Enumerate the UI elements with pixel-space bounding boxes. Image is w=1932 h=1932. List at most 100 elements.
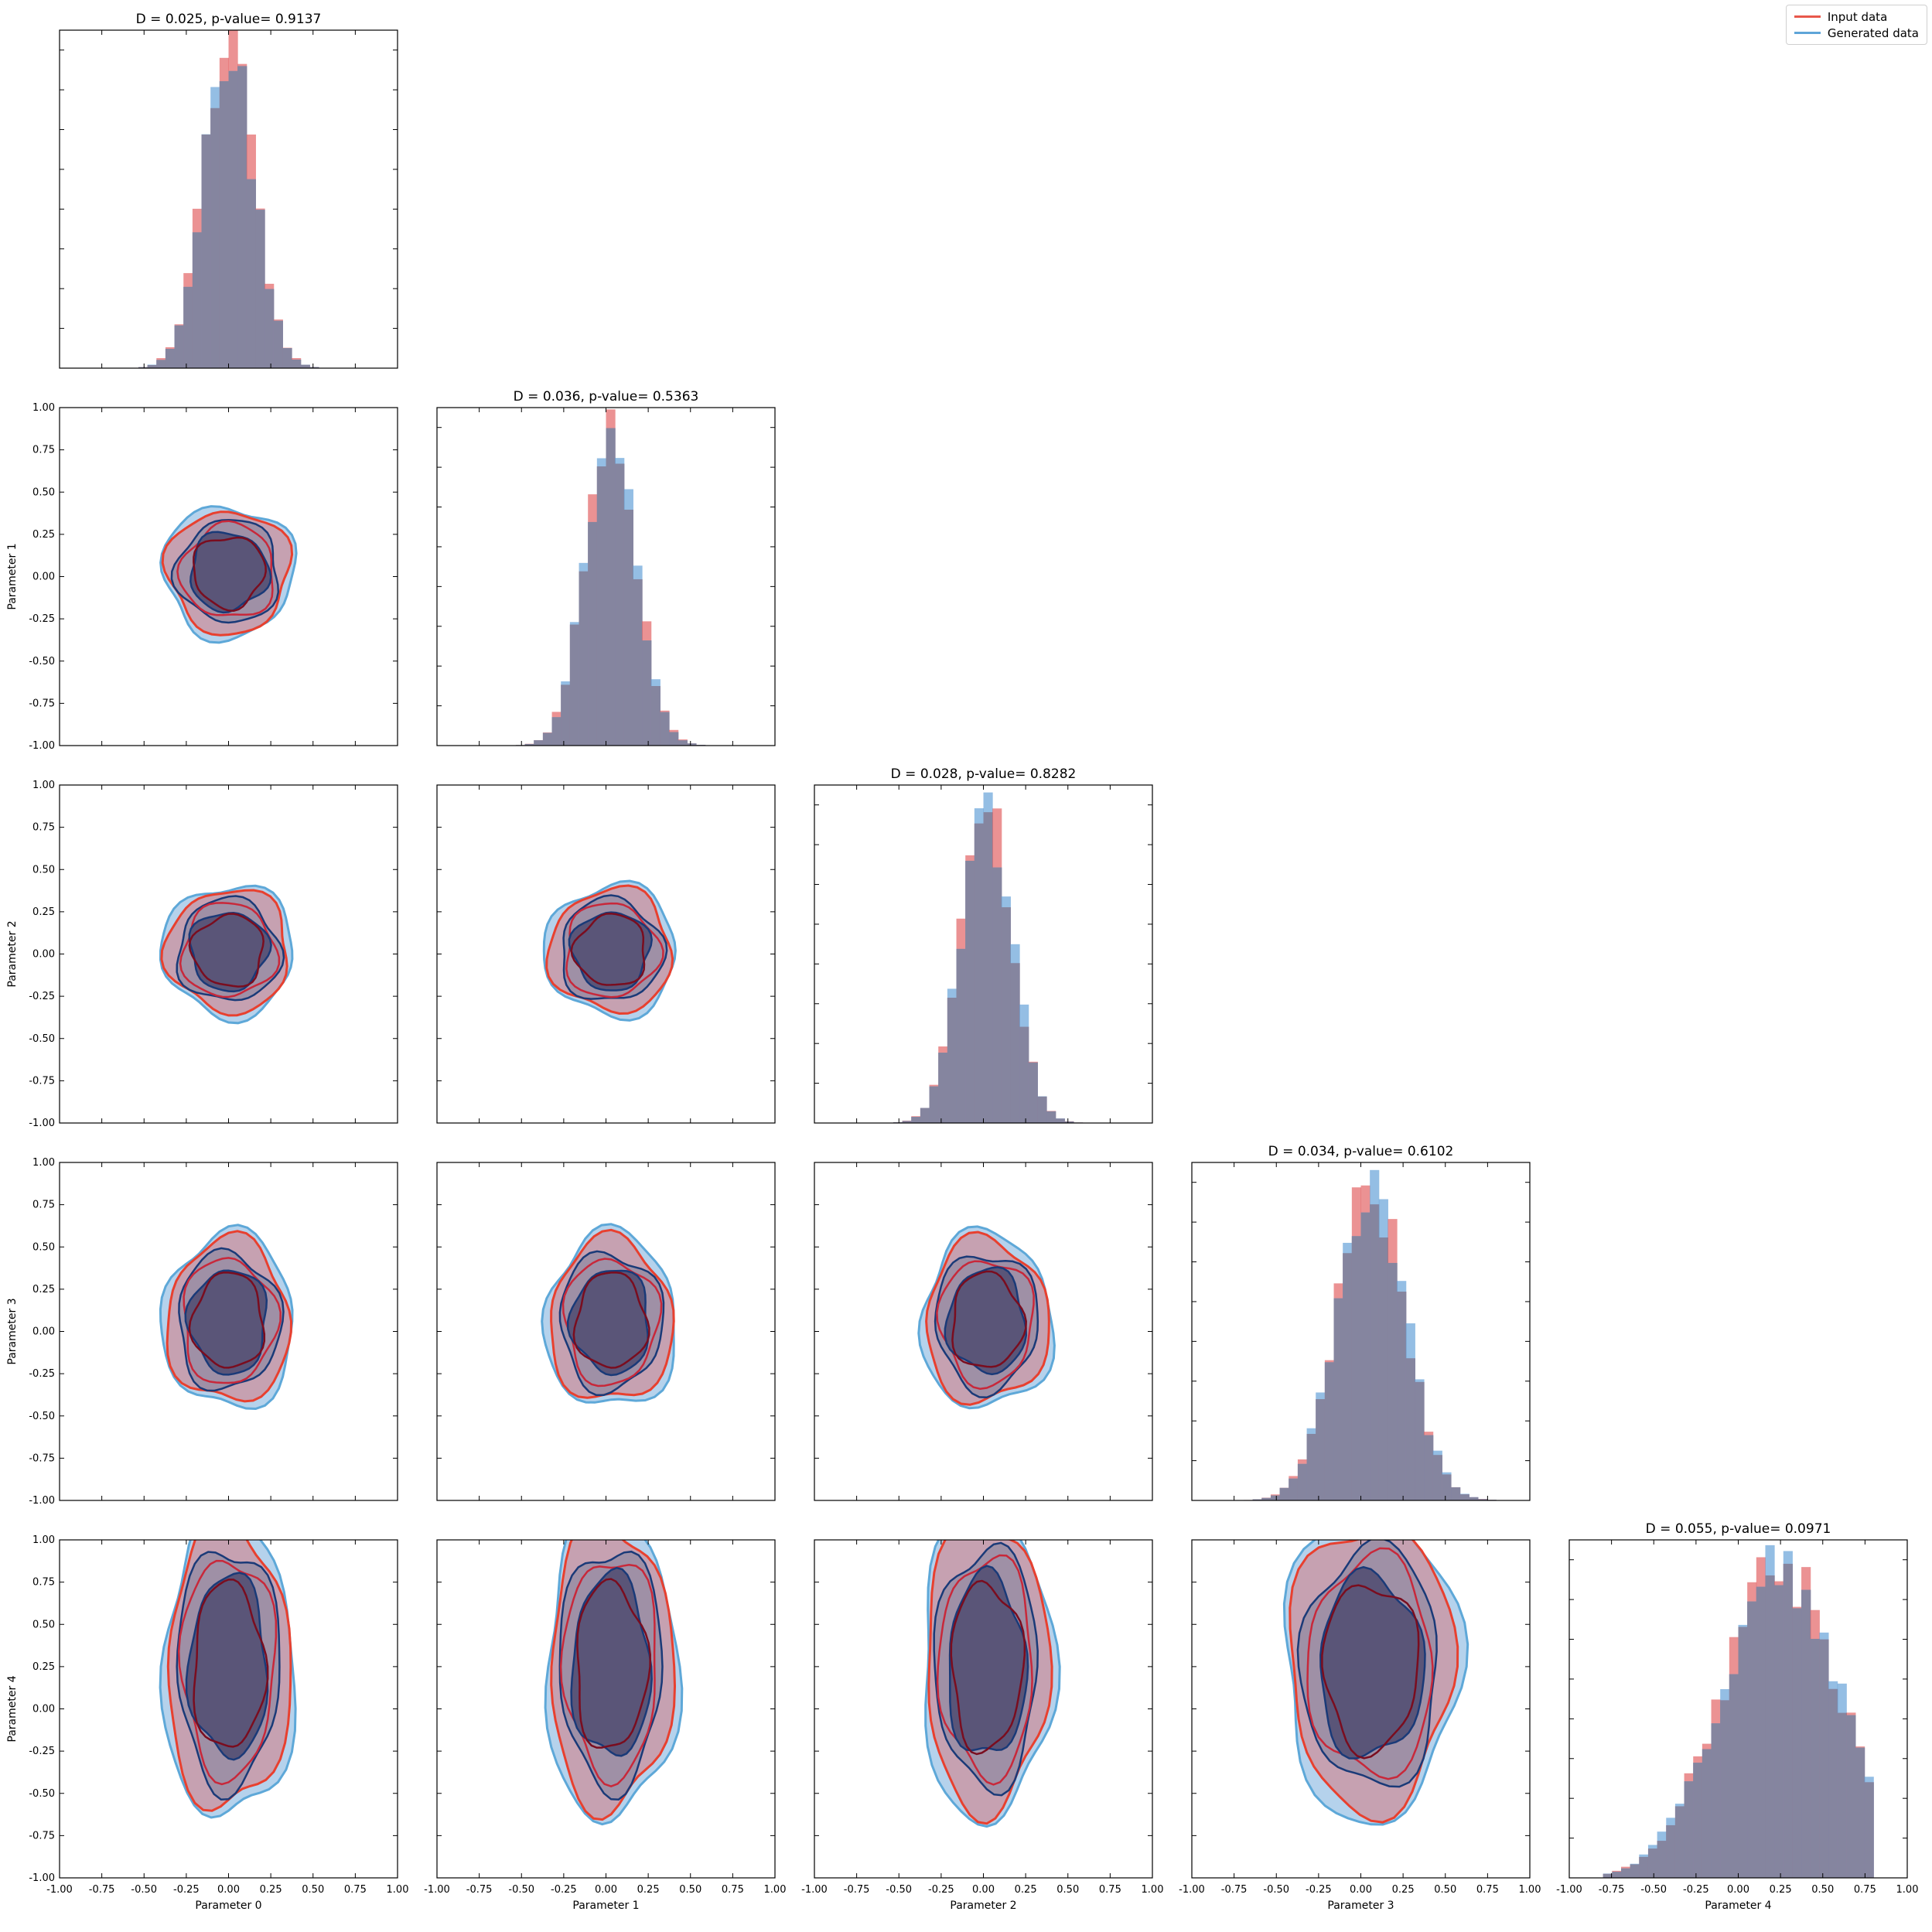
bar-overlap: [1388, 1262, 1398, 1500]
bar-overlap: [1451, 1487, 1461, 1500]
bars: [893, 792, 1084, 1123]
histogram-panel-3: D = 0.034, p-value= 0.6102: [1191, 1144, 1531, 1501]
bar-overlap: [561, 684, 571, 746]
y-tick-label: 1.00: [32, 1157, 55, 1169]
bar-overlap: [1666, 1824, 1676, 1878]
y-tick-label: -0.75: [29, 1452, 55, 1464]
x-tick-label: -0.50: [508, 1884, 534, 1896]
bar-overlap: [1469, 1497, 1479, 1500]
y-tick-label: -1.00: [29, 1872, 55, 1884]
bar-overlap: [1783, 1563, 1793, 1878]
bars: [138, 30, 319, 368]
y-tick-label: 0.00: [32, 1704, 55, 1715]
bar-overlap: [174, 325, 184, 368]
bar-overlap: [1846, 1715, 1856, 1878]
x-tick-label: 0.00: [217, 1884, 240, 1896]
x-tick-label: 0.75: [344, 1884, 367, 1896]
y-axis-label: Parameter 3: [6, 1298, 19, 1364]
bar-overlap: [947, 998, 957, 1123]
contour-input-inner: [570, 912, 646, 986]
y-tick-label: 0.25: [32, 1284, 55, 1295]
contour-input-inner: [188, 913, 265, 988]
y-tick-label: -0.50: [29, 1033, 55, 1045]
bar-overlap: [1046, 1111, 1056, 1123]
x-tick-label: 0.25: [637, 1884, 660, 1896]
contour-input-inner: [572, 1271, 650, 1369]
y-axis-label: Parameter 4: [6, 1675, 19, 1742]
x-tick-label: -0.50: [1263, 1884, 1289, 1896]
x-tick-label: -0.75: [89, 1884, 115, 1896]
bar-overlap: [596, 466, 606, 746]
contour-input-mid: [559, 1564, 656, 1788]
x-tick-label: 0.00: [972, 1884, 995, 1896]
bar-overlap: [1019, 1026, 1029, 1123]
bar-overlap: [183, 286, 193, 368]
bar-overlap: [1810, 1638, 1820, 1878]
y-axis-label: Parameter 2: [6, 920, 19, 987]
y-tick-label: 0.75: [32, 1577, 55, 1589]
y-tick-label: -0.25: [29, 613, 55, 625]
histogram-panel-1: D = 0.036, p-value= 0.5363: [436, 389, 776, 746]
contour-panel-4-0: -1.00-1.00 -0.75 -0.75 -0.50 -0.50 -0.25 -0.25…: [6, 1534, 409, 1912]
bar-overlap: [534, 740, 544, 746]
y-tick-label: 0.75: [32, 822, 55, 834]
contour-panel-2-0: -1.00 -0.75 -0.50 -0.25 0.00 0.25 0.50 0.75 1.00…: [6, 780, 398, 1129]
bar-overlap: [1657, 1841, 1667, 1878]
bar-overlap: [911, 1116, 921, 1123]
y-tick-label: -0.25: [29, 1368, 55, 1380]
x-tick-label: 0.75: [722, 1884, 744, 1896]
bar-overlap: [1630, 1864, 1640, 1878]
bar-overlap: [237, 66, 247, 368]
y-tick-label: 0.50: [32, 864, 55, 876]
bar-overlap: [650, 686, 660, 746]
y-tick-label: -1.00: [29, 1118, 55, 1129]
x-tick-label: -1.00: [1556, 1884, 1582, 1896]
contours: [159, 1224, 294, 1411]
x-tick-label: -0.25: [173, 1884, 200, 1896]
bar-overlap: [633, 579, 643, 746]
x-axis-label: Parameter 3: [1327, 1900, 1394, 1912]
bar-overlap: [1459, 1494, 1469, 1500]
bar-overlap: [1819, 1639, 1829, 1878]
contour-generated-inner: [184, 1269, 268, 1376]
bar-overlap: [1424, 1435, 1434, 1500]
contour-panel-2-1: [436, 784, 776, 1124]
bar-overlap: [1639, 1856, 1649, 1878]
bar-overlap: [1316, 1399, 1326, 1500]
bars: [515, 409, 706, 746]
bar-overlap: [929, 1086, 939, 1123]
bar-overlap: [1765, 1575, 1775, 1878]
contours: [924, 1540, 1061, 1828]
x-tick-label: -0.25: [551, 1884, 577, 1896]
contour-panel-4-3: -1.00 -0.75 -0.50 -0.25 0.00 0.25 0.50 0.75 1.00…: [1179, 1539, 1541, 1912]
bar-overlap: [1702, 1749, 1712, 1878]
contour-panel-3-0: -1.00 -0.75 -0.50 -0.25 0.00 0.25 0.50 0.75 1.00…: [6, 1157, 398, 1507]
bar-overlap: [1028, 1062, 1038, 1123]
histogram-title: D = 0.034, p-value= 0.6102: [1268, 1144, 1454, 1159]
contour-input-inner: [576, 1578, 651, 1749]
legend-swatch-generated: [1794, 32, 1821, 34]
histogram-title: D = 0.055, p-value= 0.0971: [1646, 1521, 1831, 1537]
x-tick-label: -0.75: [1599, 1884, 1625, 1896]
histogram-panel-4: D = 0.055, p-value= 0.0971 -1.00 -0.75 -0.5…: [1556, 1521, 1918, 1912]
bar-overlap: [147, 365, 157, 368]
bar-overlap: [273, 320, 283, 368]
bar-overlap: [1693, 1763, 1703, 1878]
bar-overlap: [1774, 1585, 1784, 1878]
bar-overlap: [1279, 1487, 1289, 1500]
bar-overlap: [974, 823, 984, 1123]
x-tick-label: 0.25: [1770, 1884, 1792, 1896]
x-tick-label: 1.00: [387, 1884, 409, 1896]
contour-input-mid: [1306, 1547, 1434, 1780]
y-tick-label: 0.25: [32, 906, 55, 918]
bar-overlap: [228, 70, 238, 368]
bar-overlap: [1289, 1478, 1299, 1500]
legend: Input data Generated data: [1785, 5, 1927, 45]
bar-overlap: [902, 1121, 912, 1123]
bar-overlap: [992, 867, 1002, 1123]
x-axis-label: Parameter 0: [195, 1900, 261, 1912]
bar-overlap: [1684, 1781, 1694, 1878]
x-tick-label: 0.25: [1015, 1884, 1037, 1896]
contour-input-inner: [188, 1272, 266, 1369]
bar-overlap: [1055, 1118, 1065, 1123]
